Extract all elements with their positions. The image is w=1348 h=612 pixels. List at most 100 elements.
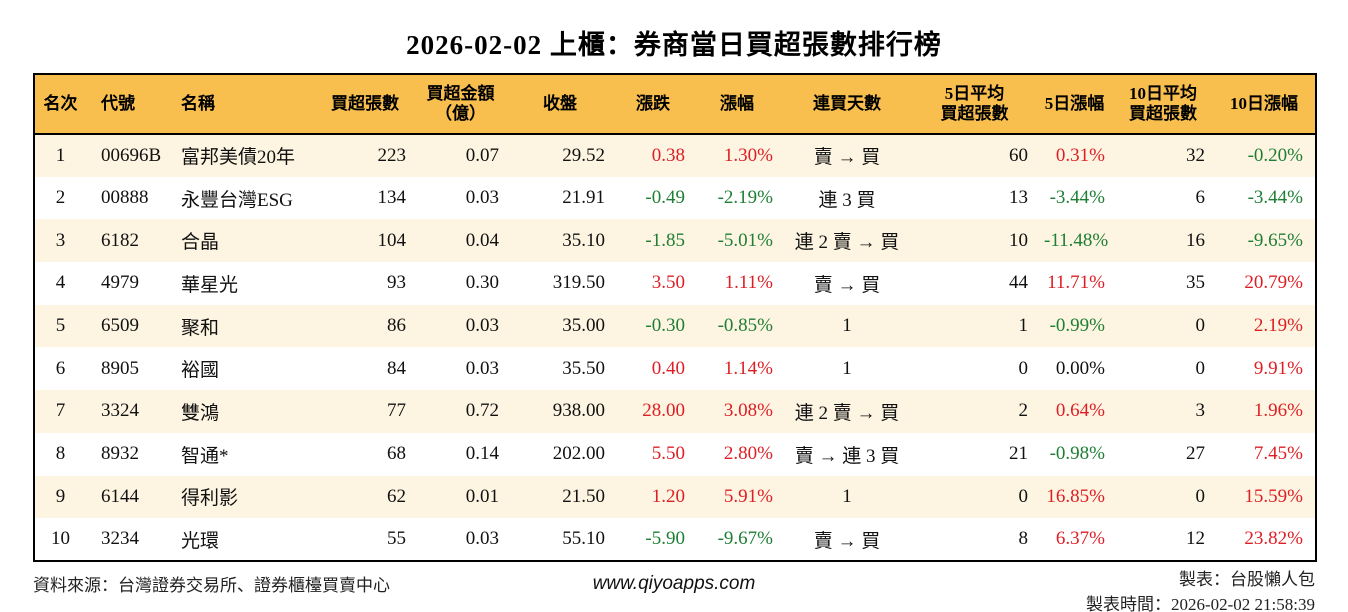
cell-chgpct: 3.08%: [723, 400, 773, 422]
cell-streak: 1: [842, 357, 852, 379]
cell-name: 得利影: [181, 488, 239, 510]
cell-rank: 1: [55, 144, 66, 166]
column-header-rank: 名次: [34, 74, 86, 135]
cell-chgpct: -2.19%: [717, 187, 773, 209]
cell-rank: 4: [55, 272, 66, 294]
cell-name: 光環: [181, 530, 220, 552]
cell-avg5: 60: [1009, 144, 1028, 166]
cell-chgpct: -0.85%: [717, 315, 773, 337]
cell-chgpct: -9.67%: [717, 528, 773, 550]
table-row: 2 00888 永豐台灣ESG 134 0.03 21.91 -0.49 -2.19% 連 3 …: [34, 177, 1316, 220]
cell-avg5: 44: [1009, 272, 1028, 294]
cell-pct10: 1.96%: [1253, 400, 1303, 422]
table-row: 1 00696B 富邦美債20年 223 0.07 29.52 0.38 1.30% 賣 → 買…: [34, 134, 1316, 177]
cell-name: 聚和: [181, 317, 220, 339]
cell-amount: 0.03: [465, 315, 499, 337]
cell-amount: 0.03: [465, 528, 499, 550]
cell-avg10: 3: [1195, 400, 1206, 422]
cell-code: 3234: [101, 528, 139, 550]
table-head: 名次 代號 名稱 買超張數 買超金額 （億） 收盤 漲跌 漲幅 連買天數 5日平均 買超張數 5日漲幅 1…: [34, 74, 1316, 135]
cell-pct10: -9.65%: [1247, 229, 1303, 251]
cell-avg5: 0: [1018, 485, 1029, 507]
cell-code: 8932: [101, 443, 139, 465]
cell-chg: 28.00: [642, 400, 685, 422]
cell-pct5: 6.37%: [1055, 528, 1105, 550]
cell-avg10: 6: [1195, 187, 1206, 209]
cell-lots: 62: [387, 485, 406, 507]
cell-chg: -0.30: [645, 315, 685, 337]
column-header-avg10: 10日平均 買超張數: [1113, 74, 1213, 135]
cell-lots: 77: [387, 400, 406, 422]
cell-pct10: 9.91%: [1253, 357, 1303, 379]
cell-chgpct: 1.14%: [723, 357, 773, 379]
cell-pct5: -3.44%: [1049, 187, 1105, 209]
cell-pct10: 23.82%: [1244, 528, 1303, 550]
cell-name: 永豐台灣ESG: [181, 189, 293, 211]
cell-streak: 1: [842, 485, 852, 507]
cell-amount: 0.01: [465, 485, 499, 507]
cell-name: 智通*: [181, 445, 229, 467]
cell-name: 華星光: [181, 274, 239, 296]
cell-pct10: 2.19%: [1253, 315, 1303, 337]
cell-streak: 1: [842, 315, 852, 337]
cell-amount: 0.04: [465, 229, 499, 251]
page-title: 2026-02-02 上櫃：券商當日買超張數排行榜: [406, 30, 942, 60]
cell-avg10: 32: [1186, 144, 1205, 166]
cell-close: 55.10: [562, 528, 605, 550]
cell-name: 雙鴻: [181, 402, 220, 424]
cell-chg: -5.90: [645, 528, 685, 550]
column-header-avg5: 5日平均 買超張數: [913, 74, 1036, 135]
table-maker: 製表：台股懶人包: [1179, 569, 1315, 589]
cell-code: 6509: [101, 315, 139, 337]
cell-code: 6144: [101, 485, 139, 507]
table-row: 8 8932 智通* 68 0.14 202.00 5.50 2.80% 賣 → 連 3 買 21…: [34, 433, 1316, 476]
cell-avg10: 0: [1195, 357, 1206, 379]
cell-name: 富邦美債20年: [181, 147, 296, 169]
cell-chgpct: 2.80%: [723, 443, 773, 465]
cell-name: 合晶: [181, 232, 220, 254]
cell-chg: 5.50: [651, 443, 685, 465]
cell-chg: 3.50: [651, 272, 685, 294]
cell-lots: 134: [377, 187, 407, 209]
table-body: 1 00696B 富邦美債20年 223 0.07 29.52 0.38 1.30% 賣 → 買…: [34, 134, 1316, 561]
cell-avg5: 13: [1009, 187, 1028, 209]
cell-streak: 賣 → 買: [813, 274, 881, 296]
cell-rank: 2: [55, 187, 66, 209]
cell-chg: 0.38: [651, 144, 685, 166]
cell-close: 29.52: [562, 144, 605, 166]
cell-rank: 6: [55, 357, 66, 379]
website-url: www.qiyoapps.com: [592, 572, 756, 594]
column-header-chg: 漲跌: [613, 74, 693, 135]
cell-pct10: 15.59%: [1244, 485, 1303, 507]
cell-pct5: 0.00%: [1055, 357, 1105, 379]
cell-pct10: -3.44%: [1247, 187, 1303, 209]
cell-pct5: -11.48%: [1044, 229, 1109, 251]
cell-close: 21.50: [562, 485, 605, 507]
cell-code: 00696B: [101, 144, 162, 166]
cell-lots: 55: [387, 528, 406, 550]
cell-avg5: 10: [1009, 229, 1028, 251]
column-header-name: 名稱: [171, 74, 316, 135]
column-header-pct5: 5日漲幅: [1036, 74, 1113, 135]
cell-chgpct: 1.30%: [723, 144, 773, 166]
cell-chg: 1.20: [651, 485, 685, 507]
cell-avg10: 35: [1186, 272, 1205, 294]
cell-pct5: 0.64%: [1055, 400, 1105, 422]
column-header-code: 代號: [86, 74, 171, 135]
cell-avg10: 0: [1195, 485, 1206, 507]
cell-avg5: 0: [1018, 357, 1029, 379]
cell-lots: 104: [377, 229, 407, 251]
cell-avg5: 1: [1018, 315, 1029, 337]
table-row: 9 6144 得利影 62 0.01 21.50 1.20 5.91% 1 0 16.85% 0 15.…: [34, 475, 1316, 519]
table-header-row: 名次 代號 名稱 買超張數 買超金額 （億） 收盤 漲跌 漲幅 連買天數 5日平均 買超張數 5日漲幅 1…: [34, 74, 1316, 135]
cell-lots: 68: [387, 443, 406, 465]
cell-streak: 連 2 賣 → 買: [794, 232, 900, 254]
cell-pct10: -0.20%: [1247, 144, 1303, 166]
cell-rank: 5: [55, 315, 66, 337]
cell-amount: 0.03: [465, 187, 499, 209]
footer: 資料來源：台灣證券交易所、證券櫃檯買賣中心 www.qiyoapps.com 製…: [33, 568, 1315, 612]
cell-name: 裕國: [181, 360, 220, 382]
cell-streak: 賣 → 買: [813, 530, 881, 552]
cell-close: 202.00: [552, 443, 605, 465]
